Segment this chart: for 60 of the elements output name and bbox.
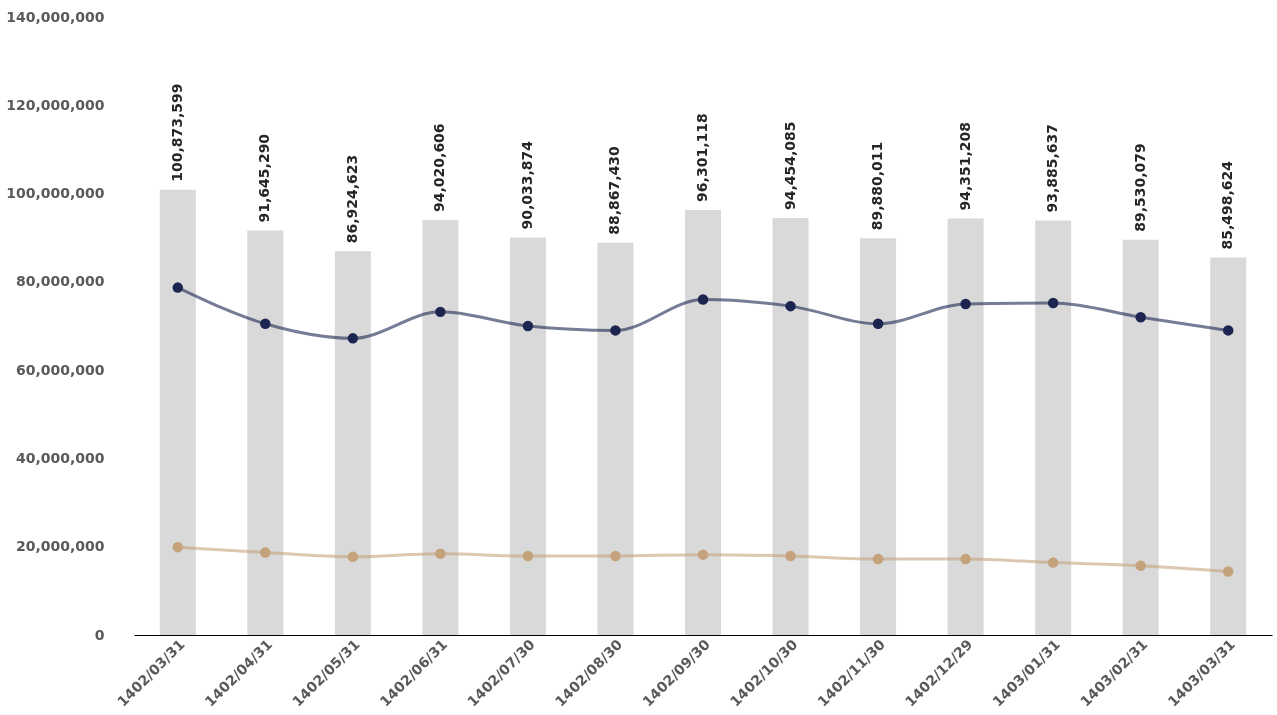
y-tick-label: 100,000,000 <box>6 185 105 202</box>
point <box>960 298 971 310</box>
point <box>1135 311 1146 323</box>
point <box>697 294 709 305</box>
bar <box>334 251 371 635</box>
bar <box>947 218 984 635</box>
point <box>610 325 621 336</box>
y-tick-label: 60,000,000 <box>15 361 105 378</box>
y-tick-label: 120,000,000 <box>6 96 105 113</box>
data-label: 100,873,599 <box>168 83 185 182</box>
bar <box>247 230 284 635</box>
point <box>347 551 359 563</box>
point <box>260 547 271 558</box>
data-label: 90,033,874 <box>518 140 535 230</box>
point <box>347 333 359 344</box>
point <box>522 320 534 332</box>
bar <box>860 238 897 635</box>
y-tick-label: 80,000,000 <box>15 273 105 290</box>
point <box>1047 297 1059 309</box>
bar <box>159 189 196 635</box>
y-tick-label: 20,000,000 <box>15 538 105 555</box>
data-label: 89,530,079 <box>1131 143 1148 232</box>
point <box>610 550 621 562</box>
point <box>172 282 184 293</box>
bar <box>509 237 546 635</box>
bar <box>685 209 721 635</box>
y-tick-label: 140,000,000 <box>6 8 105 25</box>
point <box>697 549 709 560</box>
data-label: 94,454,085 <box>781 121 798 211</box>
data-label: 89,880,011 <box>869 141 886 231</box>
data-label: 93,885,637 <box>1044 123 1061 213</box>
y-tick-label: 0 <box>94 626 105 643</box>
point <box>1222 325 1234 336</box>
data-label: 96,301,118 <box>694 113 710 202</box>
point <box>1135 560 1146 571</box>
point <box>1047 557 1059 568</box>
y-tick-label: 40,000,000 <box>15 449 105 466</box>
data-label: 91,645,290 <box>256 133 273 223</box>
point <box>172 541 184 553</box>
point <box>872 318 884 330</box>
point <box>260 318 271 330</box>
data-label: 86,924,623 <box>343 154 360 244</box>
point <box>435 548 446 560</box>
bar <box>422 219 459 635</box>
point <box>872 553 884 565</box>
bar <box>772 218 809 635</box>
bar <box>1122 239 1159 635</box>
point <box>1222 566 1234 577</box>
point <box>785 550 796 562</box>
data-label: 94,020,606 <box>431 123 448 212</box>
bar <box>597 242 634 635</box>
data-label: 94,351,208 <box>956 121 973 211</box>
data-label: 88,867,430 <box>606 145 623 235</box>
point <box>435 306 446 318</box>
bar <box>1210 257 1247 635</box>
point <box>785 300 796 312</box>
data-label: 85,498,624 <box>1219 160 1236 250</box>
point <box>960 553 971 565</box>
point <box>522 550 534 562</box>
bar <box>1035 220 1072 635</box>
